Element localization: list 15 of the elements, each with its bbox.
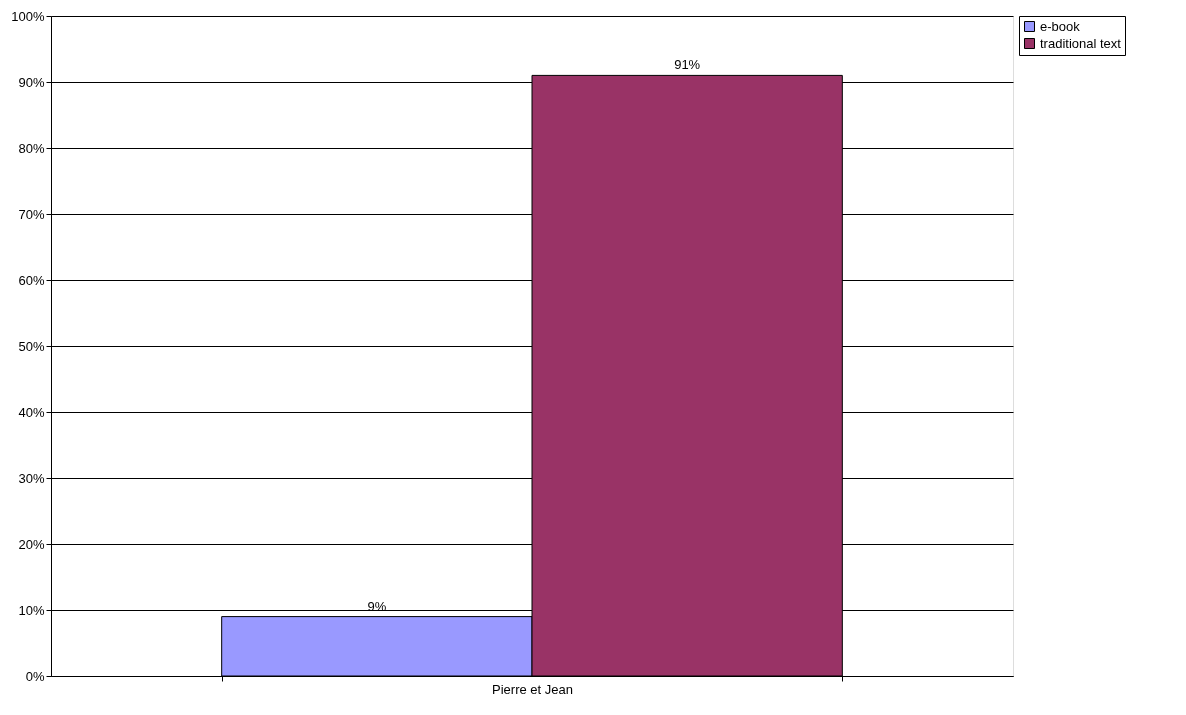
y-tick-label: 100% <box>11 8 45 24</box>
y-tick-label: 50% <box>18 338 45 354</box>
legend-label: traditional text <box>1040 35 1122 51</box>
y-tick-label: 0% <box>25 668 45 684</box>
y-tick-label: 10% <box>18 602 45 618</box>
legend-label: e-book <box>1040 18 1081 34</box>
data-label: 91% <box>674 57 701 73</box>
y-tick-label: 20% <box>18 536 45 552</box>
y-tick-label: 60% <box>18 272 45 288</box>
y-tick-label: 40% <box>18 404 45 420</box>
y-tick-label: 80% <box>18 140 45 156</box>
x-tick-label: Pierre et Jean <box>492 681 573 697</box>
y-tick-label: 30% <box>18 470 45 486</box>
y-tick-label: 90% <box>18 74 45 90</box>
y-tick-label: 70% <box>18 206 45 222</box>
